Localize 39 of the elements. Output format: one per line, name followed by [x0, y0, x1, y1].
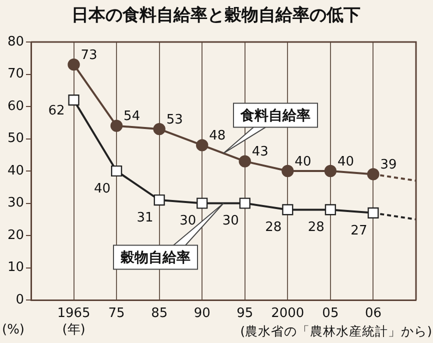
data-label: 31 — [136, 210, 154, 226]
data-label: 40 — [294, 154, 312, 170]
y-tick-label: 50 — [7, 131, 24, 146]
y-tick-label: 20 — [7, 228, 24, 243]
data-label: 40 — [337, 154, 354, 170]
y-tick-label: 10 — [7, 260, 24, 276]
x-tick-label: 85 — [151, 306, 168, 322]
x-tick-label: 05 — [322, 306, 339, 322]
data-label: 30 — [222, 214, 239, 229]
x-tick-label: 1965 — [57, 306, 90, 322]
x-tick-label: 75 — [108, 306, 125, 322]
data-label: 48 — [209, 128, 226, 144]
y-tick-label: 70 — [7, 66, 24, 82]
data-label: 54 — [124, 109, 140, 124]
x-tick-label: 2000 — [271, 306, 304, 322]
data-label: 40 — [94, 181, 111, 196]
y-tick-label: 30 — [7, 196, 24, 211]
data-label: 43 — [252, 144, 268, 160]
data-label: 73 — [80, 48, 98, 63]
y-tick-label: 0 — [16, 292, 24, 308]
x-tick-label: 06 — [364, 306, 382, 322]
chart-title: 日本の食料自給率と穀物自給率の低下 — [72, 5, 360, 26]
x-axis-title: (年) — [62, 322, 86, 338]
data-label: 39 — [380, 158, 397, 173]
y-tick-label: 80 — [7, 34, 24, 50]
y-axis-title: (%) — [2, 322, 24, 338]
text: (農水省の「農林水産統計」から) — [240, 323, 432, 338]
y-tick-label: 40 — [7, 163, 24, 178]
x-tick-label: 90 — [194, 306, 210, 322]
data-label: 53 — [166, 112, 183, 128]
y-tick-label: 60 — [7, 98, 24, 114]
x-tick-label: 95 — [236, 306, 254, 322]
text: 食料自給率 — [240, 106, 310, 124]
data-label: 30 — [180, 214, 196, 229]
data-label: 62 — [48, 103, 65, 118]
text: 穀物自給率 — [120, 248, 190, 266]
data-label: 28 — [265, 220, 282, 236]
data-label: 28 — [308, 220, 324, 236]
data-label: 27 — [350, 223, 368, 238]
